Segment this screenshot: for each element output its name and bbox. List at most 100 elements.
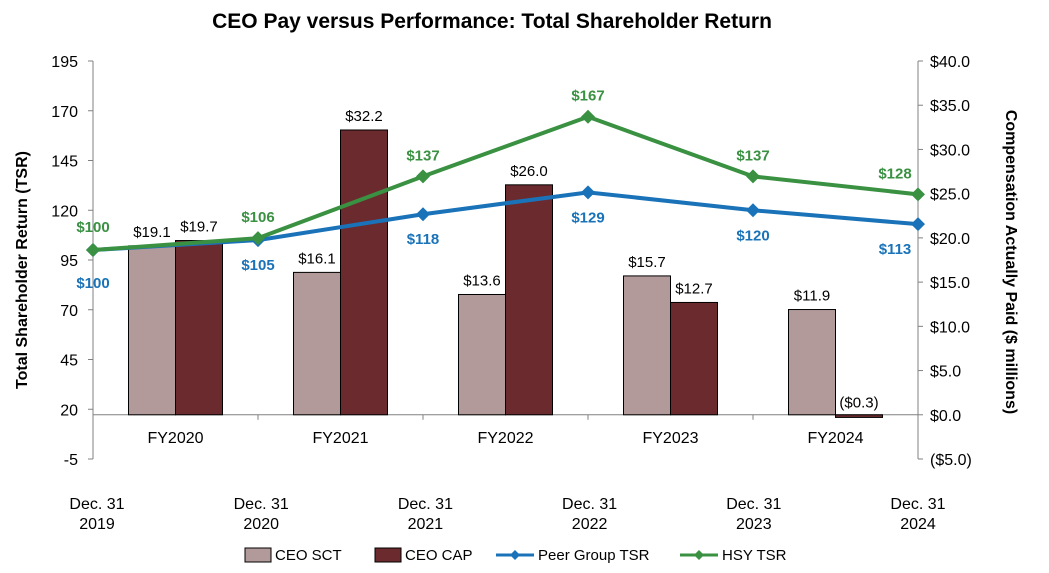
right-tick-label: $35.0 <box>930 98 970 115</box>
legend-peer-group-tsr-label: Peer Group TSR <box>538 547 650 564</box>
hsy-marker <box>911 187 925 202</box>
right-axis-title: Compensation Actually Paid ($ millions) <box>1002 110 1019 414</box>
peer-group-marker <box>416 207 430 222</box>
left-tick-label: 20 <box>60 402 78 419</box>
hsy-marker <box>746 169 760 184</box>
left-axis-title: Total Shareholder Return (TSR) <box>14 151 31 389</box>
date-label-line1: Dec. 31 <box>398 496 453 513</box>
bar-ceo-cap <box>175 240 223 416</box>
hsy-data-label: $100 <box>76 219 109 236</box>
right-axis-ticks: ($5.0) $0.0 $5.0 $10.0 $15.0 $20.0 $25.0 $30.0 $… <box>918 54 972 469</box>
bar-ceo-cap <box>505 184 553 416</box>
hsy-data-label: $106 <box>241 209 274 226</box>
bar-data-label: $15.7 <box>628 254 666 271</box>
legend-hsy-tsr-label: HSY TSR <box>722 547 787 564</box>
peer-group-data-label: $120 <box>736 227 769 244</box>
left-axis-ticks: -5 20 45 70 95 120 145 170 195 <box>51 54 93 469</box>
bar-data-label: $11.9 <box>794 288 830 305</box>
right-tick-label: $25.0 <box>930 187 970 204</box>
left-tick-label: 170 <box>51 104 78 121</box>
bar-data-label: ($0.3) <box>839 394 878 411</box>
peer-group-marker <box>581 185 595 200</box>
bar-ceo-sct <box>293 271 341 416</box>
date-label-line2: 2020 <box>243 516 279 533</box>
bars <box>128 129 883 418</box>
date-label-line2: 2019 <box>79 516 115 533</box>
legend-ceo-cap-swatch <box>374 547 402 563</box>
peer-group-data-label: $129 <box>571 209 604 226</box>
right-tick-label: $0.0 <box>930 408 961 425</box>
lines <box>86 109 925 258</box>
bar-ceo-sct <box>623 275 671 416</box>
bar-ceo-sct <box>788 309 836 416</box>
bar-ceo-cap <box>340 129 388 416</box>
category-label: FY2020 <box>147 430 203 447</box>
bar-data-label: $12.7 <box>675 280 713 297</box>
bar-labels: $19.1 $19.7 $16.1 $32.2 $13.6 $26.0 $15.7 $12.7… <box>133 108 878 411</box>
bar-data-label: $32.2 <box>345 108 383 125</box>
bar-data-label: $19.7 <box>180 219 218 236</box>
category-label: FY2021 <box>312 430 368 447</box>
peer-group-data-label: $118 <box>407 231 440 248</box>
bar-ceo-sct <box>458 293 506 416</box>
bar-ceo-sct <box>128 245 176 416</box>
bar-data-label: $26.0 <box>510 163 548 180</box>
peer-group-data-label: $100 <box>76 275 109 292</box>
hsy-data-label: $128 <box>878 165 911 182</box>
hsy-marker <box>416 169 430 184</box>
date-label-line1: Dec. 31 <box>562 496 617 513</box>
line-labels: $100 $105 $118 $129 $120 $113 $100 $106 $137 $167… <box>76 88 911 292</box>
left-tick-label: 195 <box>51 54 78 71</box>
peer-group-data-label: $105 <box>241 257 274 274</box>
hsy-data-label: $137 <box>736 147 769 164</box>
right-tick-label: $30.0 <box>930 142 970 159</box>
category-labels: FY2020 FY2021 FY2022 FY2023 FY2024 <box>147 414 864 447</box>
date-labels: Dec. 31 2019 Dec. 31 2020 Dec. 31 2021 Dec. 31… <box>69 496 945 533</box>
hsy-data-label: $167 <box>571 88 604 105</box>
right-tick-label: $5.0 <box>930 364 961 381</box>
right-tick-label: $40.0 <box>930 54 970 71</box>
right-tick-label: ($5.0) <box>930 452 972 469</box>
right-tick-label: $15.0 <box>930 275 970 292</box>
left-tick-label: 120 <box>51 203 78 220</box>
bar-ceo-cap <box>670 301 718 416</box>
date-label-line1: Dec. 31 <box>234 496 289 513</box>
left-tick-label: 145 <box>51 154 78 171</box>
bar-data-label: $16.1 <box>298 250 336 267</box>
category-label: FY2024 <box>807 430 863 447</box>
chart-title: CEO Pay versus Performance: Total Shareh… <box>212 10 772 33</box>
bar-data-label: $19.1 <box>133 224 171 241</box>
legend: CEO SCT CEO CAP Peer Group TSR HSY TSR <box>244 547 787 564</box>
bar-ceo-cap <box>835 414 883 418</box>
hsy-tsr-line <box>92 114 919 253</box>
date-label-line1: Dec. 31 <box>69 496 124 513</box>
legend-ceo-sct-label: CEO SCT <box>275 547 342 564</box>
left-tick-label: 70 <box>60 303 78 320</box>
date-label-line2: 2021 <box>408 516 444 533</box>
date-label-line2: 2024 <box>900 516 936 533</box>
category-label: FY2022 <box>477 430 533 447</box>
legend-ceo-sct-swatch <box>244 547 272 563</box>
left-tick-label: 45 <box>60 353 78 370</box>
date-label-line2: 2023 <box>736 516 772 533</box>
hsy-marker <box>581 109 595 124</box>
right-tick-label: $20.0 <box>930 231 970 248</box>
date-label-line1: Dec. 31 <box>890 496 945 513</box>
right-tick-label: $10.0 <box>930 319 970 336</box>
date-label-line1: Dec. 31 <box>726 496 781 513</box>
bar-data-label: $13.6 <box>463 272 501 289</box>
category-label: FY2023 <box>642 430 698 447</box>
peer-group-marker <box>746 203 760 218</box>
peer-group-marker <box>911 217 925 232</box>
left-tick-label: -5 <box>64 452 78 469</box>
peer-group-data-label: $113 <box>879 241 912 258</box>
hsy-marker <box>251 231 265 246</box>
legend-peer-group-tsr-marker <box>510 550 520 560</box>
left-tick-label: 95 <box>60 253 78 270</box>
date-label-line2: 2022 <box>572 516 608 533</box>
legend-ceo-cap-label: CEO CAP <box>405 547 473 564</box>
legend-hsy-tsr-marker <box>694 550 704 560</box>
hsy-marker <box>86 243 100 258</box>
hsy-data-label: $137 <box>406 147 439 164</box>
